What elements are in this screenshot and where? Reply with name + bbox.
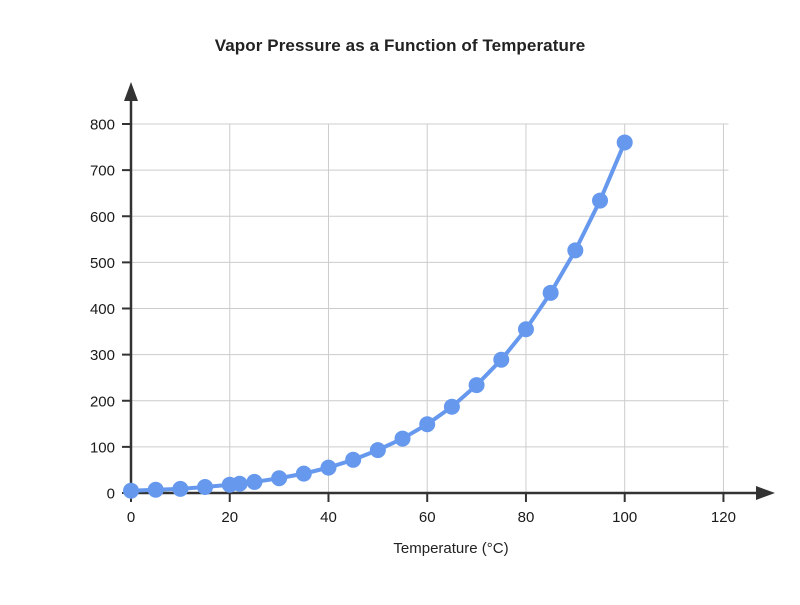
axes — [124, 82, 775, 500]
svg-text:80: 80 — [518, 509, 535, 526]
svg-text:0: 0 — [107, 486, 115, 503]
svg-text:600: 600 — [90, 209, 115, 226]
svg-text:800: 800 — [90, 117, 115, 134]
axis-tick-labels: 0 100 200 300 400 500 600 700 800 0 20 40 60 80 100 120 — [90, 117, 736, 527]
svg-text:200: 200 — [90, 393, 115, 410]
gridlines — [131, 123, 729, 493]
svg-text:40: 40 — [320, 509, 337, 526]
svg-text:500: 500 — [90, 255, 115, 272]
svg-text:100: 100 — [90, 439, 115, 456]
svg-text:700: 700 — [90, 163, 115, 180]
x-axis-label: Temperature (°C) — [393, 540, 509, 557]
svg-text:20: 20 — [221, 509, 238, 526]
svg-text:60: 60 — [419, 509, 436, 526]
svg-text:0: 0 — [127, 509, 135, 526]
axis-ticks — [122, 123, 725, 502]
data-line — [129, 140, 627, 493]
svg-text:100: 100 — [612, 509, 637, 526]
chart-title: Vapor Pressure as a Function of Temperat… — [214, 36, 586, 55]
svg-text:300: 300 — [90, 347, 115, 364]
svg-text:120: 120 — [711, 509, 736, 526]
data-points — [123, 134, 633, 499]
svg-text:400: 400 — [90, 301, 115, 318]
